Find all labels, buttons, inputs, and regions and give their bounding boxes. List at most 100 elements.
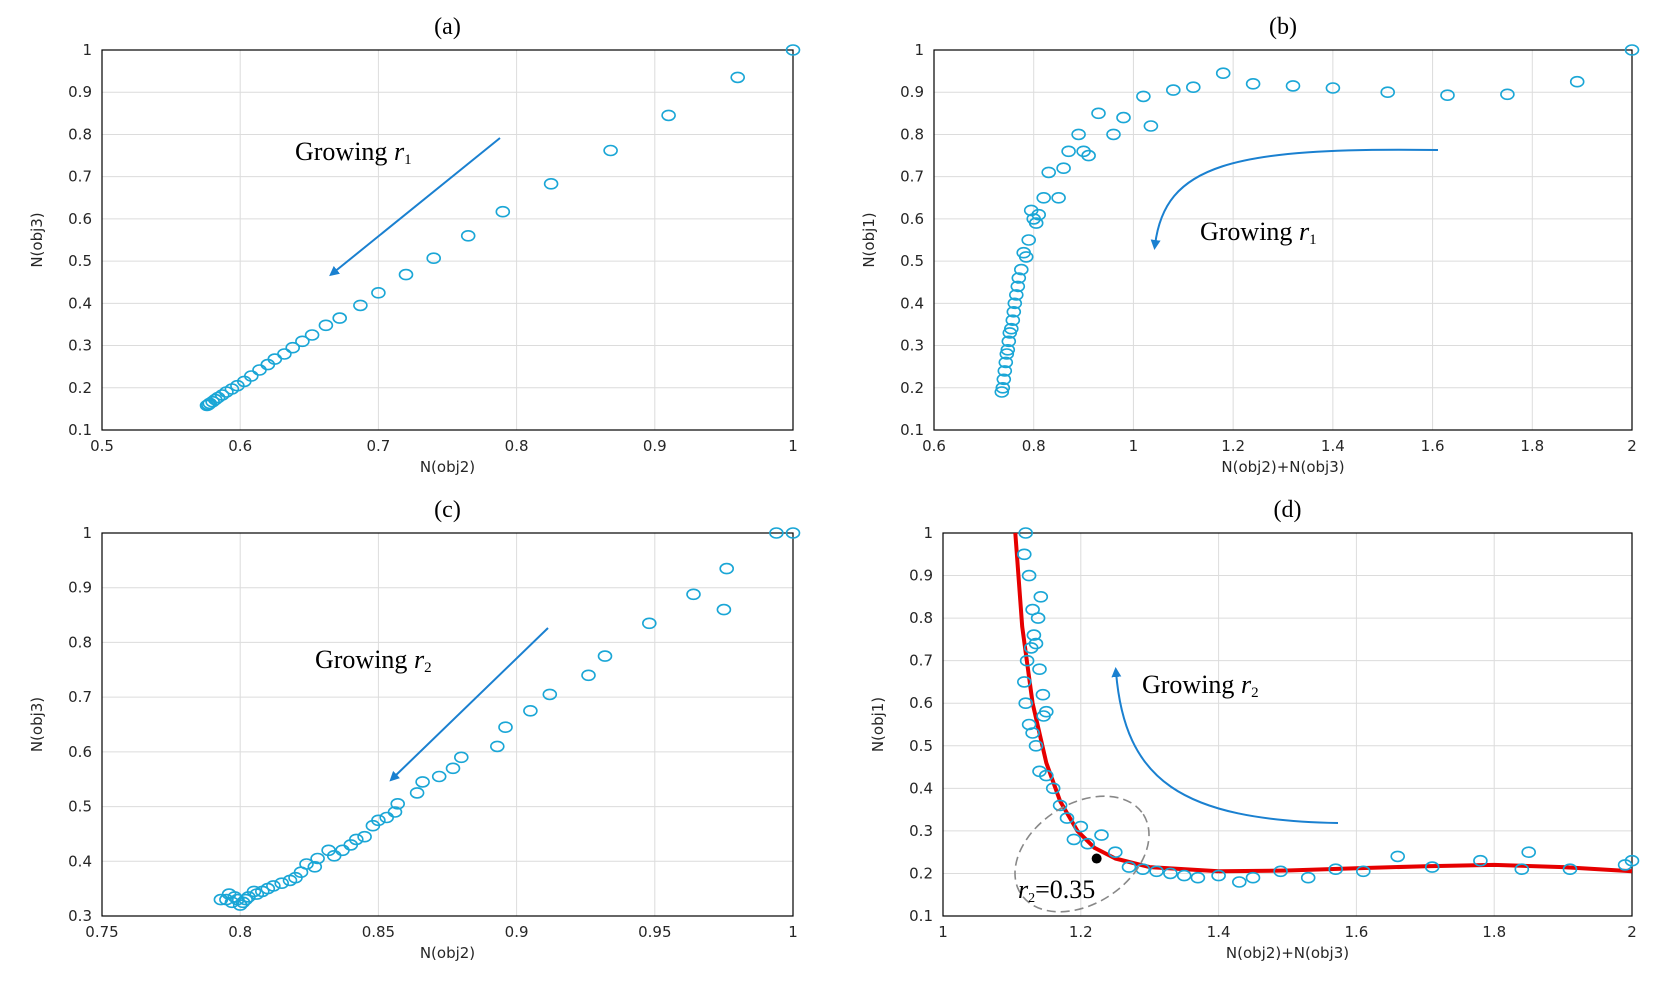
data-point <box>1032 765 1047 778</box>
data-point <box>1390 850 1405 863</box>
data-point <box>1006 305 1022 318</box>
annotation-sub: 2 <box>424 660 432 676</box>
data-point <box>1066 833 1082 846</box>
data-point <box>1424 861 1440 873</box>
data-point <box>686 588 701 601</box>
y-tick-label: 0.7 <box>909 652 933 670</box>
y-axis-label: N(obj1) <box>860 212 878 267</box>
data-point <box>1500 88 1515 101</box>
x-tick-label: 0.9 <box>643 437 667 455</box>
growth-annotation: Growing r1 <box>295 137 412 168</box>
data-point <box>1273 865 1288 878</box>
highlight-point <box>1091 853 1102 864</box>
data-point <box>1052 799 1068 812</box>
data-point <box>641 617 657 630</box>
annotation-text: Growing <box>315 645 414 674</box>
y-tick-label: 0.4 <box>68 852 92 870</box>
data-point <box>1059 812 1075 824</box>
y-tick-label: 1 <box>82 41 92 59</box>
data-point <box>997 365 1013 377</box>
x-tick-label: 0.9 <box>505 923 529 941</box>
data-point <box>1061 145 1076 158</box>
data-point <box>542 688 558 701</box>
x-tick-label: 0.6 <box>922 437 946 455</box>
data-point <box>219 893 234 906</box>
data-point <box>332 312 348 324</box>
y-tick-label: 0.4 <box>68 294 92 312</box>
data-point <box>1380 86 1395 98</box>
x-tick-label: 1.4 <box>1207 923 1231 941</box>
plot-frame <box>101 49 794 431</box>
growth-arrow <box>1111 667 1339 824</box>
data-point <box>1080 837 1095 850</box>
x-tick-label: 0.75 <box>85 923 118 941</box>
plot-frame <box>101 532 794 917</box>
data-point <box>445 762 461 775</box>
annotation-var: r <box>414 645 425 674</box>
annotation-var: r <box>1241 670 1252 699</box>
y-tick-label: 0.6 <box>68 743 92 761</box>
growth-annotation: Growing r2 <box>315 645 432 676</box>
y-tick-label: 0.6 <box>900 210 924 228</box>
data-point <box>716 603 732 616</box>
data-point <box>249 888 265 900</box>
y-tick-label: 0.5 <box>68 798 92 816</box>
data-point <box>1000 343 1016 356</box>
data-point <box>1073 820 1089 833</box>
y-axis-label: N(obj3) <box>28 212 46 267</box>
panel-title: (a) <box>434 14 461 40</box>
data-point <box>1562 863 1578 876</box>
y-tick-label: 0.5 <box>68 252 92 270</box>
data-point <box>785 527 801 539</box>
data-point <box>252 364 267 376</box>
data-point <box>199 399 215 412</box>
data-point <box>489 740 505 753</box>
data-point <box>365 819 381 832</box>
data-point <box>769 527 784 539</box>
data-point <box>295 335 310 348</box>
y-tick-label: 0.5 <box>900 252 924 270</box>
data-point <box>1285 80 1301 92</box>
data-point <box>398 268 414 281</box>
data-point <box>1028 739 1044 752</box>
data-point <box>998 356 1014 369</box>
data-point <box>213 893 229 906</box>
data-point <box>1108 846 1123 859</box>
plot-frame <box>942 532 1633 917</box>
x-tick-label: 1 <box>788 923 798 941</box>
data-point <box>543 178 559 190</box>
data-point <box>581 669 596 682</box>
fit-curve <box>1013 532 1633 874</box>
data-point <box>1041 166 1056 179</box>
data-point <box>1176 869 1192 882</box>
y-tick-label: 0.2 <box>909 864 933 882</box>
callout-sub: 2 <box>1028 891 1035 906</box>
data-point <box>1002 327 1018 339</box>
x-tick-label: 1 <box>938 923 948 941</box>
data-point <box>277 348 292 360</box>
x-tick-label: 1.4 <box>1321 437 1345 455</box>
data-point <box>1245 78 1261 90</box>
callout-label: r2=0.35 <box>1018 875 1095 906</box>
callout-value: =0.35 <box>1035 875 1095 904</box>
callout-ellipse <box>1014 795 1150 913</box>
data-point <box>1149 865 1164 878</box>
data-point <box>495 205 511 218</box>
y-tick-label: 0.9 <box>68 579 92 597</box>
data-point <box>995 381 1011 394</box>
x-tick-label: 1.6 <box>1421 437 1445 455</box>
data-point <box>1007 297 1023 310</box>
data-point <box>1028 637 1044 650</box>
data-point <box>426 252 442 265</box>
y-tick-label: 0.5 <box>909 737 933 755</box>
data-point <box>1186 81 1201 93</box>
data-point <box>1116 111 1131 124</box>
data-point <box>409 787 425 799</box>
data-point <box>1617 859 1633 871</box>
y-tick-label: 0.6 <box>909 694 933 712</box>
data-point <box>1018 527 1033 539</box>
y-tick-label: 1 <box>923 524 933 542</box>
data-point <box>785 44 801 56</box>
data-point <box>1056 162 1071 174</box>
data-point <box>1163 867 1178 880</box>
